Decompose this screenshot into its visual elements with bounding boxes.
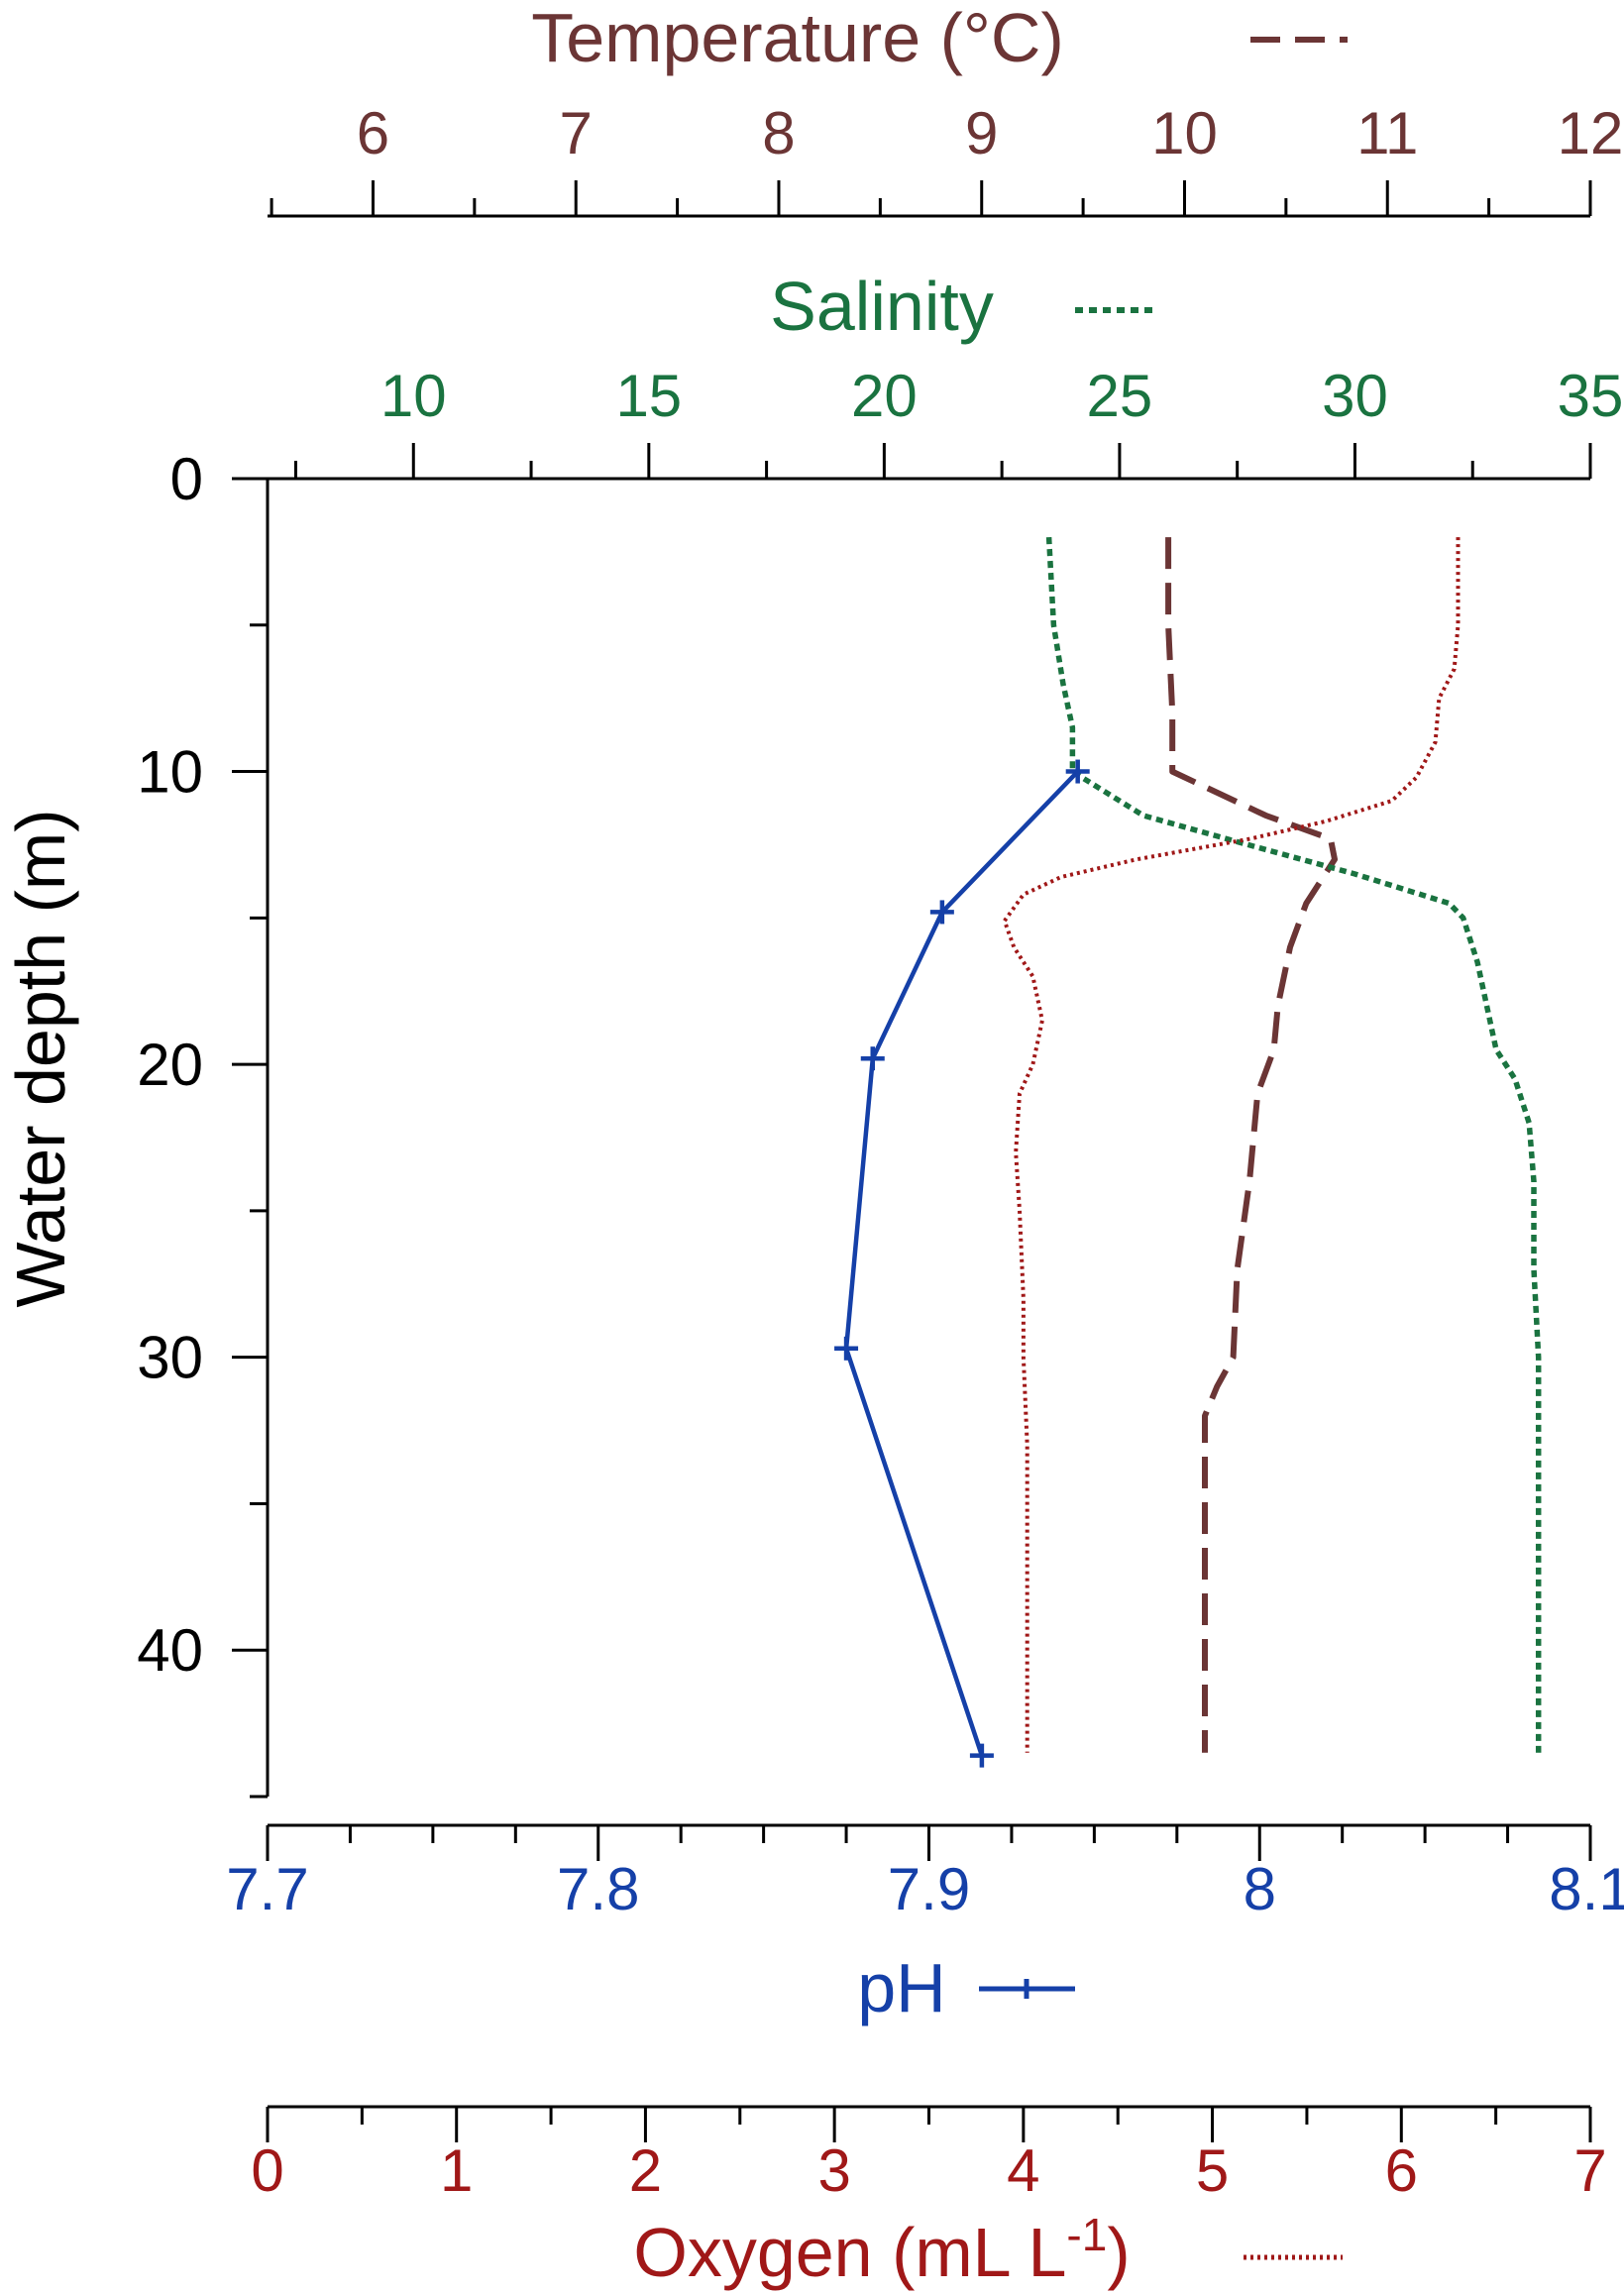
temperature-axis-ticks: 6 7 8 9 10 11 12 [270, 100, 1624, 216]
series-oxygen-line [1002, 537, 1461, 1753]
tick-label: 7.7 [226, 1856, 308, 1922]
salinity-axis: 10 15 20 25 30 35 Salinity [268, 268, 1624, 481]
tick-label: 11 [1356, 100, 1418, 166]
temperature-axis: 6 7 8 9 10 11 12 Temperature (°C) [268, 0, 1624, 218]
tick-label: 0 [251, 2137, 283, 2204]
tick-label: 9 [965, 100, 998, 166]
tick-label: 8 [1244, 1856, 1276, 1922]
tick-label: 20 [137, 1032, 203, 1098]
salinity-axis-ticks: 10 15 20 25 30 35 [294, 363, 1624, 479]
tick-label: 2 [629, 2137, 662, 2204]
series-salinity-line [1045, 536, 1542, 1753]
tick-label: 25 [1087, 363, 1153, 429]
tick-label: 8.1 [1549, 1856, 1624, 1922]
tick-label: 30 [137, 1325, 203, 1391]
tick-label: 7 [1573, 2137, 1606, 2204]
tick-label: 7 [560, 100, 593, 166]
tick-label: 1 [440, 2137, 473, 2204]
tick-label: 6 [1385, 2137, 1418, 2204]
tick-label: 20 [851, 363, 918, 429]
tick-label: 4 [1007, 2137, 1039, 2204]
series-ph-line [843, 770, 1080, 1757]
temperature-axis-label: Temperature (°C) [531, 0, 1064, 76]
oxygen-axis-label-end: ) [1107, 2214, 1130, 2291]
tick-label: 40 [137, 1617, 203, 1684]
ph-axis: 7.7 7.8 7.9 8 8.1 pH [226, 1823, 1624, 2026]
ph-axis-ticks: 7.7 7.8 7.9 8 8.1 [226, 1825, 1624, 1922]
tick-label: 10 [137, 739, 203, 806]
plot-series [834, 536, 1542, 1768]
oxygen-axis: 0 1 2 3 4 5 6 7 Oxygen (mL L-1) [251, 2105, 1607, 2291]
tick-label: 8 [762, 100, 795, 166]
oxygen-axis-label: Oxygen (mL L-1) [633, 2209, 1130, 2291]
tick-label: 7.9 [888, 1856, 970, 1922]
tick-label: 12 [1558, 100, 1624, 166]
oxygen-axis-ticks: 0 1 2 3 4 5 6 7 [251, 2107, 1607, 2204]
tick-label: 3 [817, 2137, 850, 2204]
oxygen-axis-label-sup: -1 [1066, 2209, 1107, 2260]
depth-axis: 0 10 20 30 40 Water depth (m) [2, 446, 270, 1799]
tick-label: 10 [380, 363, 447, 429]
tick-label: 6 [357, 100, 389, 166]
oxygen-axis-label-main: Oxygen (mL L [633, 2214, 1066, 2291]
tick-label: 30 [1322, 363, 1388, 429]
tick-label: 7.8 [557, 1856, 639, 1922]
depth-axis-ticks: 0 10 20 30 40 [137, 446, 268, 1799]
ph-axis-label: pH [857, 1949, 945, 2026]
tick-label: 0 [170, 446, 203, 512]
depth-axis-label: Water depth (m) [2, 809, 79, 1307]
tick-label: 35 [1558, 363, 1624, 429]
tick-label: 5 [1196, 2137, 1229, 2204]
salinity-axis-label: Salinity [770, 268, 994, 345]
series-temperature-line [1165, 537, 1338, 1753]
tick-label: 15 [615, 363, 682, 429]
ph-legend [979, 1979, 1075, 1999]
tick-label: 10 [1151, 100, 1218, 166]
